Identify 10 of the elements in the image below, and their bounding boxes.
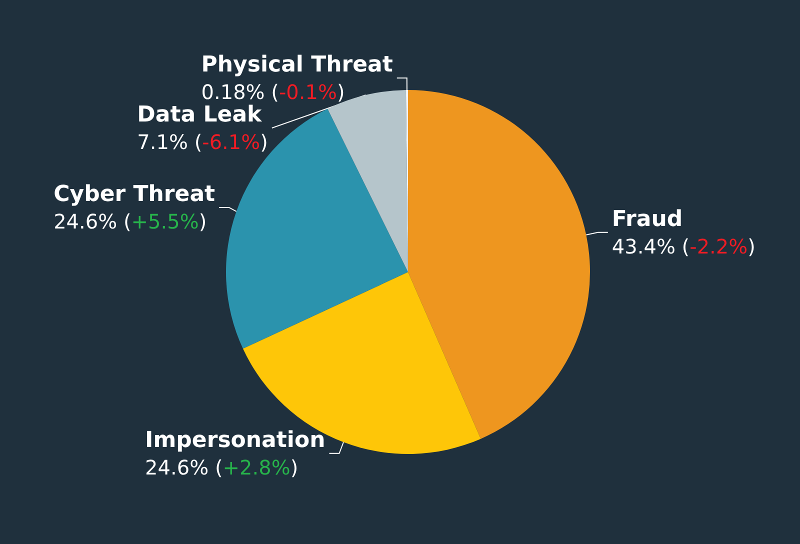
data-label: 7.1% (-6.1%) — [137, 130, 268, 154]
slice-label: Impersonation — [145, 428, 326, 453]
slice-label: Fraud — [612, 206, 683, 232]
slice-label: Physical Threat — [201, 52, 394, 78]
slice-label: Cyber Threat — [54, 182, 216, 207]
slice-label: Data Leak — [137, 102, 264, 128]
data-label: 0.18% (-0.1%) — [201, 80, 345, 104]
data-label: 24.6% (+5.5%) — [54, 209, 207, 234]
data-label: 43.4% (-2.2%) — [612, 234, 756, 258]
data-label: 24.6% (+2.8%) — [145, 455, 298, 480]
